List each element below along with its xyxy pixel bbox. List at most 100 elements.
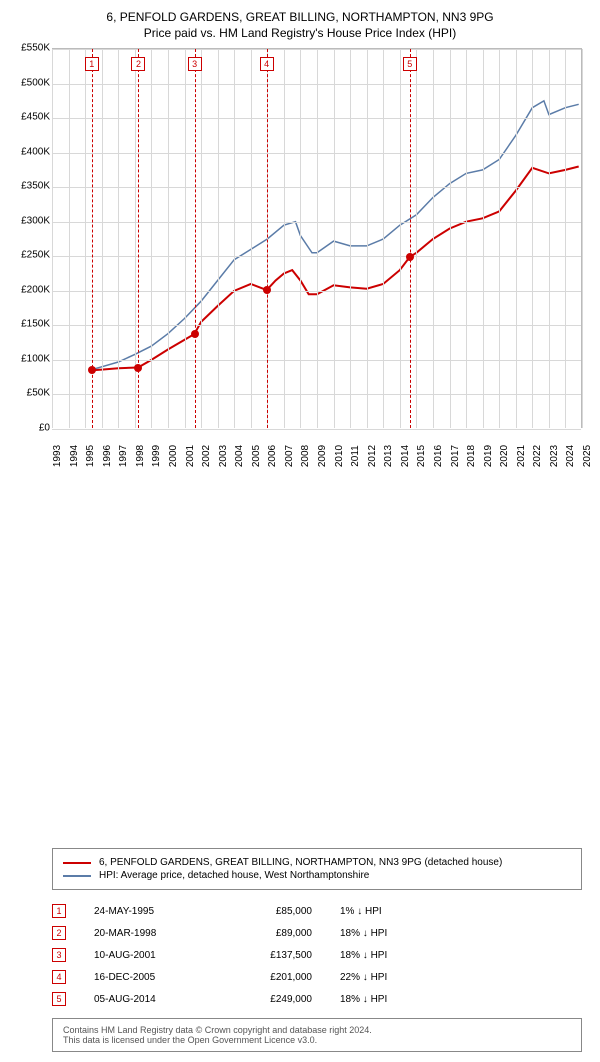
chart-title: 6, PENFOLD GARDENS, GREAT BILLING, NORTH… bbox=[10, 10, 590, 24]
gridline bbox=[532, 49, 533, 428]
gridline bbox=[300, 49, 301, 428]
y-tick-label: £250K bbox=[21, 250, 50, 261]
plot-area: 1 2 3 4 5 bbox=[52, 48, 582, 428]
legend-item: HPI: Average price, detached house, West… bbox=[63, 870, 571, 881]
x-tick-label: 2019 bbox=[483, 445, 494, 467]
x-tick-label: 2013 bbox=[383, 445, 394, 467]
sale-number-badge: 3 bbox=[52, 948, 66, 962]
x-tick-label: 2017 bbox=[450, 445, 461, 467]
legend-box: 6, PENFOLD GARDENS, GREAT BILLING, NORTH… bbox=[52, 848, 582, 890]
x-tick-label: 2007 bbox=[284, 445, 295, 467]
x-tick-label: 1994 bbox=[69, 445, 80, 467]
sale-marker-badge: 1 bbox=[85, 57, 99, 71]
x-tick-label: 2014 bbox=[400, 445, 411, 467]
sale-marker-badge: 4 bbox=[260, 57, 274, 71]
y-tick-label: £400K bbox=[21, 146, 50, 157]
gridline bbox=[350, 49, 351, 428]
sale-marker-dot bbox=[134, 364, 142, 372]
legend-item: 6, PENFOLD GARDENS, GREAT BILLING, NORTH… bbox=[63, 857, 571, 868]
sale-marker-line bbox=[267, 49, 268, 428]
x-tick-label: 2000 bbox=[168, 445, 179, 467]
y-tick-label: £150K bbox=[21, 319, 50, 330]
gridline bbox=[400, 49, 401, 428]
gridline bbox=[466, 49, 467, 428]
x-tick-label: 2009 bbox=[317, 445, 328, 467]
sale-marker-line bbox=[195, 49, 196, 428]
x-tick-label: 2025 bbox=[582, 445, 593, 467]
sale-price: £201,000 bbox=[232, 972, 312, 983]
y-tick-label: £300K bbox=[21, 215, 50, 226]
x-tick-label: 2001 bbox=[185, 445, 196, 467]
sale-hpi-delta: 1% ↓ HPI bbox=[340, 906, 430, 917]
sale-marker-dot bbox=[88, 366, 96, 374]
sale-marker-dot bbox=[191, 330, 199, 338]
sale-price: £89,000 bbox=[232, 928, 312, 939]
sale-number-badge: 5 bbox=[52, 992, 66, 1006]
legend-swatch bbox=[63, 875, 91, 877]
sale-hpi-delta: 18% ↓ HPI bbox=[340, 950, 430, 961]
x-tick-label: 2018 bbox=[466, 445, 477, 467]
sale-marker-badge: 5 bbox=[403, 57, 417, 71]
gridline bbox=[151, 49, 152, 428]
x-tick-label: 1997 bbox=[118, 445, 129, 467]
gridline bbox=[168, 49, 169, 428]
gridline bbox=[334, 49, 335, 428]
gridline bbox=[85, 49, 86, 428]
sale-marker-dot bbox=[406, 253, 414, 261]
sale-number-badge: 2 bbox=[52, 926, 66, 940]
x-tick-label: 2022 bbox=[532, 445, 543, 467]
x-tick-label: 2024 bbox=[565, 445, 576, 467]
series-line bbox=[92, 167, 579, 371]
sale-row: 4 16-DEC-2005 £201,000 22% ↓ HPI bbox=[52, 966, 582, 988]
gridline bbox=[549, 49, 550, 428]
y-tick-label: £50K bbox=[27, 388, 50, 399]
gridline bbox=[102, 49, 103, 428]
x-tick-label: 2012 bbox=[367, 445, 378, 467]
gridline bbox=[383, 49, 384, 428]
sale-number-badge: 1 bbox=[52, 904, 66, 918]
sale-marker-badge: 3 bbox=[188, 57, 202, 71]
sale-price: £137,500 bbox=[232, 950, 312, 961]
y-tick-label: £550K bbox=[21, 43, 50, 54]
gridline bbox=[135, 49, 136, 428]
sale-row: 220-MAR-1998£89,00018% ↓ HPI bbox=[52, 922, 582, 944]
x-tick-label: 2016 bbox=[433, 445, 444, 467]
y-tick-label: £450K bbox=[21, 112, 50, 123]
gridline bbox=[52, 49, 53, 428]
gridline bbox=[582, 49, 583, 428]
x-tick-label: 1993 bbox=[52, 445, 63, 467]
x-axis-labels: 1993199419951996199719981999200020012002… bbox=[52, 430, 582, 460]
sale-row: 505-AUG-2014£249,00018% ↓ HPI bbox=[52, 988, 582, 1010]
x-tick-label: 2005 bbox=[251, 445, 262, 467]
gridline bbox=[483, 49, 484, 428]
gridline bbox=[433, 49, 434, 428]
gridline bbox=[185, 49, 186, 428]
x-tick-label: 2006 bbox=[267, 445, 278, 467]
y-tick-label: £350K bbox=[21, 181, 50, 192]
legend-label: HPI: Average price, detached house, West… bbox=[99, 870, 369, 881]
x-tick-label: 2004 bbox=[234, 445, 245, 467]
x-tick-label: 1996 bbox=[102, 445, 113, 467]
x-tick-label: 2020 bbox=[499, 445, 510, 467]
y-axis-labels: £0£50K£100K£150K£200K£250K£300K£350K£400… bbox=[10, 48, 52, 428]
sale-marker-badge: 2 bbox=[131, 57, 145, 71]
x-tick-label: 2010 bbox=[334, 445, 345, 467]
x-tick-label: 2011 bbox=[350, 445, 361, 467]
sale-number-badge: 4 bbox=[52, 970, 66, 984]
y-tick-label: £200K bbox=[21, 284, 50, 295]
footer-line: This data is licensed under the Open Gov… bbox=[63, 1035, 571, 1045]
x-tick-label: 1999 bbox=[151, 445, 162, 467]
sales-table: 124-MAY-1995£85,0001% ↓ HPI220-MAR-1998£… bbox=[52, 900, 582, 1010]
sale-hpi-delta: 22% ↓ HPI bbox=[340, 972, 430, 983]
sale-date: 10-AUG-2001 bbox=[94, 950, 204, 961]
gridline bbox=[367, 49, 368, 428]
sale-date: 16-DEC-2005 bbox=[94, 972, 204, 983]
x-tick-label: 2002 bbox=[201, 445, 212, 467]
gridline bbox=[317, 49, 318, 428]
sale-date: 24-MAY-1995 bbox=[94, 906, 204, 917]
sale-hpi-delta: 18% ↓ HPI bbox=[340, 928, 430, 939]
legend-label: 6, PENFOLD GARDENS, GREAT BILLING, NORTH… bbox=[99, 857, 502, 868]
sale-price: £249,000 bbox=[232, 994, 312, 1005]
gridline bbox=[499, 49, 500, 428]
sale-price: £85,000 bbox=[232, 906, 312, 917]
